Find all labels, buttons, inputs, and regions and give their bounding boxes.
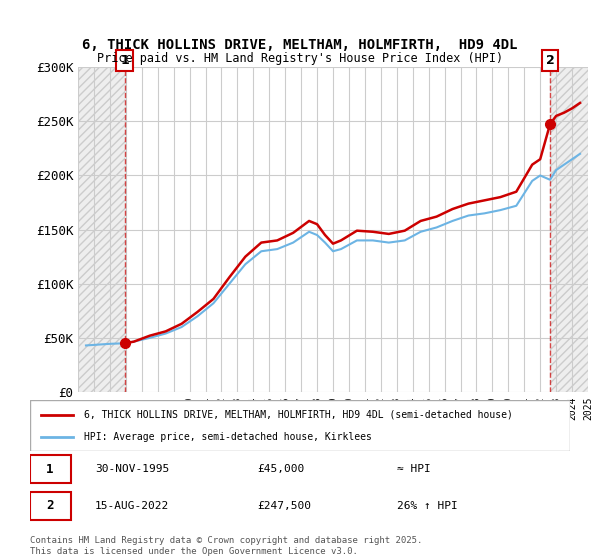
- Bar: [78, 67, 125, 392]
- Text: 2: 2: [46, 499, 54, 512]
- Text: £247,500: £247,500: [257, 501, 311, 511]
- Text: ≈ HPI: ≈ HPI: [397, 464, 431, 474]
- Bar: [550, 67, 588, 392]
- Bar: [550, 67, 588, 392]
- FancyBboxPatch shape: [30, 400, 570, 451]
- Text: Contains HM Land Registry data © Crown copyright and database right 2025.
This d: Contains HM Land Registry data © Crown c…: [30, 536, 422, 556]
- Text: £45,000: £45,000: [257, 464, 304, 474]
- Text: 2: 2: [545, 54, 554, 67]
- FancyBboxPatch shape: [30, 455, 71, 483]
- Text: 26% ↑ HPI: 26% ↑ HPI: [397, 501, 458, 511]
- Text: 1: 1: [120, 54, 129, 67]
- Text: Price paid vs. HM Land Registry's House Price Index (HPI): Price paid vs. HM Land Registry's House …: [97, 52, 503, 66]
- Text: 1: 1: [46, 463, 54, 476]
- Text: 6, THICK HOLLINS DRIVE, MELTHAM, HOLMFIRTH, HD9 4DL (semi-detached house): 6, THICK HOLLINS DRIVE, MELTHAM, HOLMFIR…: [84, 409, 513, 419]
- Bar: [78, 67, 125, 392]
- Text: 30-NOV-1995: 30-NOV-1995: [95, 464, 169, 474]
- Text: 6, THICK HOLLINS DRIVE, MELTHAM, HOLMFIRTH,  HD9 4DL: 6, THICK HOLLINS DRIVE, MELTHAM, HOLMFIR…: [82, 38, 518, 52]
- FancyBboxPatch shape: [30, 492, 71, 520]
- Text: 15-AUG-2022: 15-AUG-2022: [95, 501, 169, 511]
- Text: HPI: Average price, semi-detached house, Kirklees: HPI: Average price, semi-detached house,…: [84, 432, 372, 442]
